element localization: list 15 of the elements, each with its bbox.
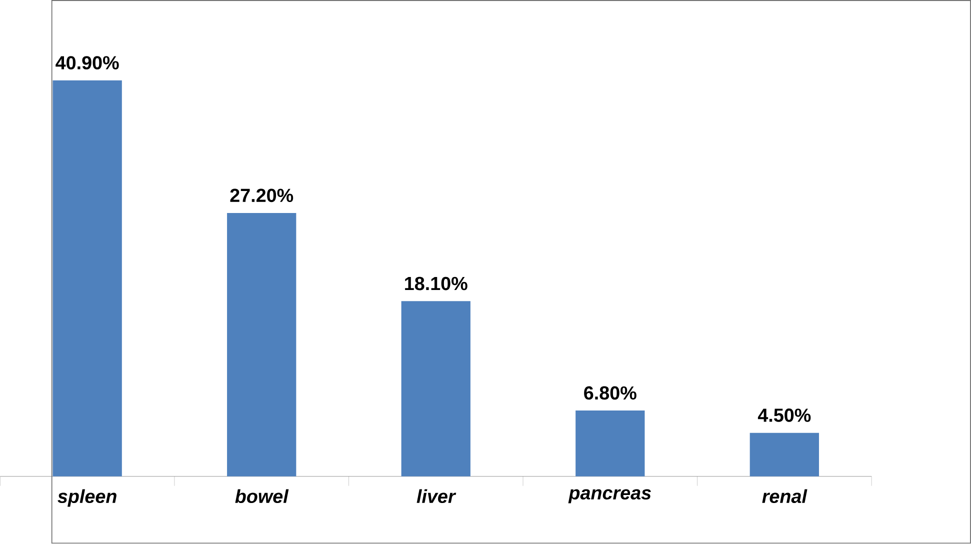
bar <box>401 301 470 477</box>
x-tick-label: pancreas <box>568 489 651 504</box>
bar <box>227 213 296 477</box>
x-tick-label: renal <box>762 489 808 504</box>
data-label: 27.20% <box>230 188 294 202</box>
data-label: 40.90% <box>56 56 119 70</box>
data-label: 4.50% <box>758 408 811 422</box>
x-tick-label: spleen <box>58 489 116 507</box>
bar <box>52 80 122 477</box>
data-label: 6.80% <box>584 386 636 400</box>
data-label: 18.10% <box>405 277 468 290</box>
bar <box>576 410 645 477</box>
bar <box>750 432 819 477</box>
x-tick-label: bowel <box>235 489 289 504</box>
x-tick-label: liver <box>416 489 456 504</box>
